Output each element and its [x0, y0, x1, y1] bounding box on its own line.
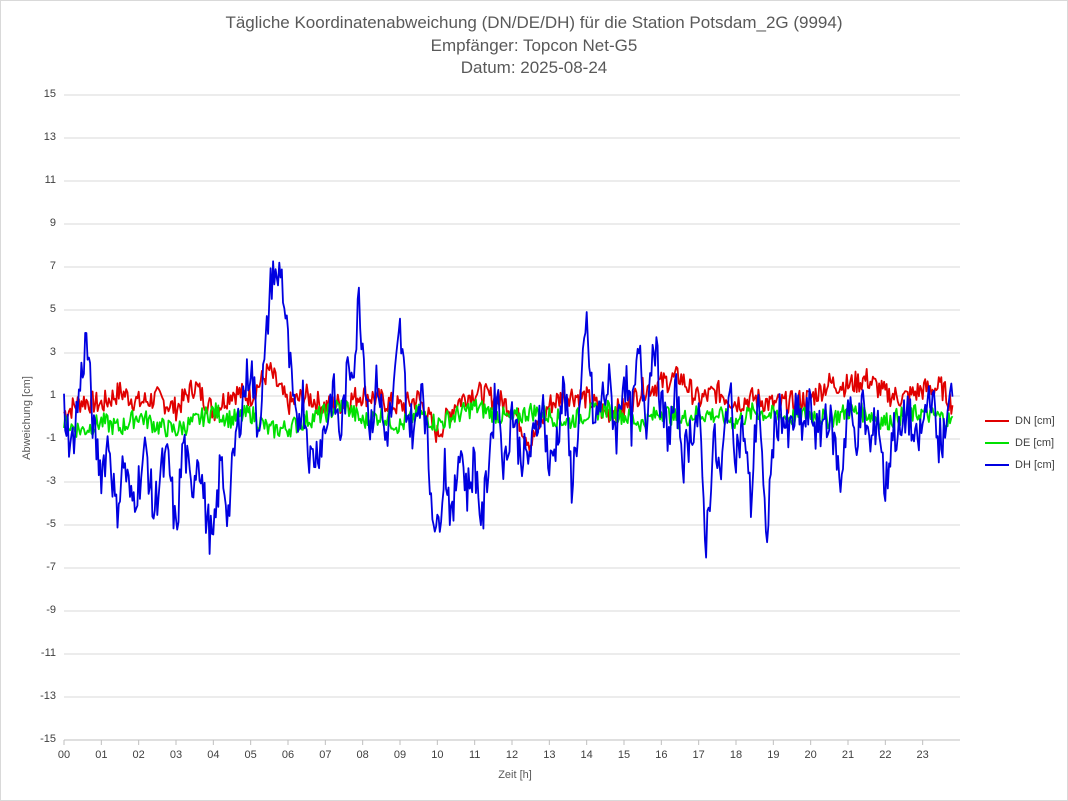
series-line-dn	[63, 361, 954, 452]
x-tick-label: 15	[617, 749, 631, 761]
y-axis-label: Abweichung [cm]	[21, 376, 33, 460]
x-tick-label: 21	[841, 749, 855, 761]
y-tick-label: 11	[44, 174, 56, 186]
x-tick-label: 08	[356, 749, 369, 761]
legend-swatch	[985, 420, 1009, 422]
y-tick-label: -9	[46, 604, 56, 616]
y-tick-label: -13	[40, 690, 56, 702]
series-line-dh	[63, 260, 954, 559]
x-tick-label: 19	[767, 749, 780, 761]
x-tick-label: 20	[804, 749, 817, 761]
y-tick-label: -1	[46, 432, 56, 444]
series-line-de	[63, 398, 954, 439]
x-tick-label: 10	[431, 749, 444, 761]
x-tick-label: 12	[505, 749, 519, 761]
x-tick-label: 05	[244, 749, 257, 761]
y-tick-label: -7	[46, 561, 56, 573]
legend-item-de: DE [cm]	[985, 432, 1055, 454]
y-tick-label: -15	[40, 733, 56, 745]
x-axis-label: Zeit [h]	[498, 769, 532, 781]
y-tick-label: 5	[49, 303, 56, 315]
x-tick-label: 18	[729, 749, 743, 761]
legend-item-dh: DH [cm]	[985, 454, 1055, 476]
y-tick-label: 1	[49, 389, 56, 401]
y-tick-label: 9	[49, 217, 56, 229]
legend-label: DE [cm]	[1015, 437, 1055, 449]
chart-subtitle-date: Datum: 2025-08-24	[460, 58, 608, 77]
legend: DN [cm] DE [cm] DH [cm]	[985, 410, 1055, 476]
x-tick-label: 17	[692, 749, 705, 761]
legend-swatch	[985, 442, 1009, 444]
legend-label: DN [cm]	[1015, 415, 1055, 427]
x-tick-label: 06	[281, 749, 295, 761]
y-tick-label: -5	[46, 518, 56, 530]
y-tick-label: -3	[46, 475, 56, 487]
x-tick-label: 00	[57, 749, 71, 761]
y-tick-label: 7	[49, 260, 56, 272]
x-tick-label: 16	[655, 749, 668, 761]
x-tick-label: 14	[580, 749, 593, 761]
x-tick-label: 11	[468, 749, 481, 761]
x-tick-label: 02	[132, 749, 145, 761]
y-tick-label: 3	[49, 346, 56, 358]
x-tick-label: 13	[543, 749, 556, 761]
x-tick-label: 23	[916, 749, 929, 761]
y-tick-label: 13	[43, 131, 56, 143]
x-tick-label: 04	[207, 749, 220, 761]
chart-subtitle-receiver: Empfänger: Topcon Net-G5	[430, 36, 638, 55]
legend-label: DH [cm]	[1015, 459, 1055, 471]
legend-swatch	[985, 464, 1009, 466]
x-tick-label: 01	[95, 749, 108, 761]
legend-item-dn: DN [cm]	[985, 410, 1055, 432]
x-tick-label: 03	[169, 749, 183, 761]
y-tick-label: -11	[40, 647, 56, 659]
x-tick-label: 07	[319, 749, 332, 761]
x-tick-label: 09	[393, 749, 407, 761]
chart-title: Tägliche Koordinatenabweichung (DN/DE/DH…	[225, 13, 843, 32]
x-tick-label: 22	[879, 749, 892, 761]
y-tick-label: 15	[43, 88, 56, 100]
